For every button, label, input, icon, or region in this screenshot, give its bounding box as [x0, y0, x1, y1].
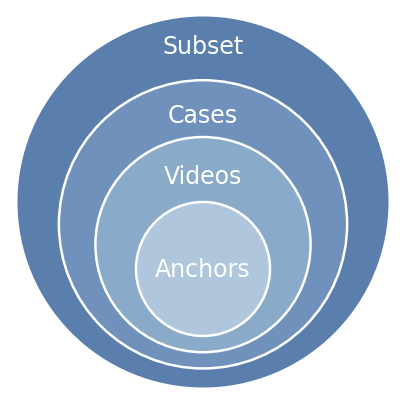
- Circle shape: [16, 16, 389, 389]
- Circle shape: [59, 81, 346, 369]
- Circle shape: [95, 138, 310, 352]
- Text: Videos: Videos: [163, 164, 242, 188]
- Text: Subset: Subset: [162, 34, 243, 59]
- Text: Cases: Cases: [168, 103, 237, 128]
- Text: Anchors: Anchors: [155, 257, 250, 281]
- Circle shape: [136, 202, 269, 336]
